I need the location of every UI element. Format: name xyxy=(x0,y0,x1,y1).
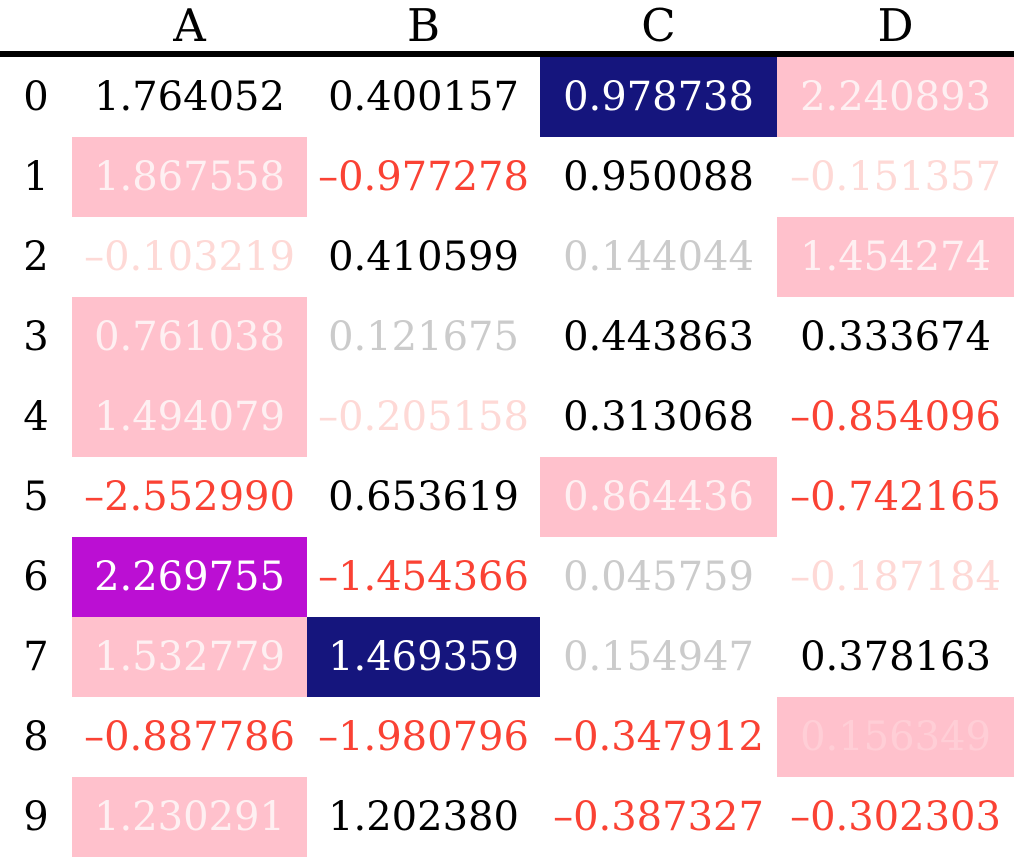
table-body: 0 1.764052 0.400157 0.978738 2.240893 1 1.8675… xyxy=(0,57,1014,857)
cell-b5: 0.653619 xyxy=(328,474,519,520)
cell-a8: –0.887786 xyxy=(84,714,295,760)
cell-b2: 0.410599 xyxy=(328,234,519,280)
table-row-5: 5 –2.552990 0.653619 0.864436 –0.742165 xyxy=(0,457,1014,537)
cell-d1: –0.151357 xyxy=(790,154,1001,200)
cell-c1: 0.950088 xyxy=(563,154,754,200)
cell-a6: 2.269755 xyxy=(72,537,307,617)
cell-a0: 1.764052 xyxy=(94,74,285,120)
cell-c2: 0.144044 xyxy=(563,234,754,280)
row-index-2: 2 xyxy=(23,234,49,280)
cell-d6: –0.187184 xyxy=(790,554,1001,600)
cell-b6: –1.454366 xyxy=(318,554,529,600)
cell-c4: 0.313068 xyxy=(563,394,754,440)
row-index-7: 7 xyxy=(23,634,49,680)
table-row-7: 7 1.532779 1.469359 0.154947 0.378163 xyxy=(0,617,1014,697)
cell-c0: 0.978738 xyxy=(540,57,777,137)
cell-b9: 1.202380 xyxy=(328,794,519,840)
cell-c8: –0.347912 xyxy=(553,714,764,760)
cell-a4: 1.494079 xyxy=(72,377,307,457)
cell-b1: –0.977278 xyxy=(318,154,529,200)
column-header-a: A xyxy=(173,0,206,52)
cell-a1: 1.867558 xyxy=(72,137,307,217)
header-row: A B C D xyxy=(0,0,1014,51)
row-index-4: 4 xyxy=(23,394,49,440)
cell-d5: –0.742165 xyxy=(790,474,1001,520)
cell-a9: 1.230291 xyxy=(72,777,307,857)
row-index-1: 1 xyxy=(23,154,49,200)
cell-b3: 0.121675 xyxy=(328,314,519,360)
row-index-8: 8 xyxy=(23,714,49,760)
column-header-d: D xyxy=(877,0,914,52)
cell-a7: 1.532779 xyxy=(72,617,307,697)
cell-c3: 0.443863 xyxy=(563,314,754,360)
cell-c7: 0.154947 xyxy=(563,634,754,680)
cell-d0: 2.240893 xyxy=(777,57,1014,137)
table-row-2: 2 –0.103219 0.410599 0.144044 1.454274 xyxy=(0,217,1014,297)
cell-d9: –0.302303 xyxy=(790,794,1001,840)
column-header-c: C xyxy=(641,0,676,52)
table-row-3: 3 0.761038 0.121675 0.443863 0.333674 xyxy=(0,297,1014,377)
cell-d8: 0.156349 xyxy=(777,697,1014,777)
cell-c5: 0.864436 xyxy=(540,457,777,537)
table-row-4: 4 1.494079 –0.205158 0.313068 –0.854096 xyxy=(0,377,1014,457)
column-header-b: B xyxy=(406,0,441,52)
cell-d2: 1.454274 xyxy=(777,217,1014,297)
cell-b0: 0.400157 xyxy=(328,74,519,120)
table-row-9: 9 1.230291 1.202380 –0.387327 –0.302303 xyxy=(0,777,1014,857)
cell-c9: –0.387327 xyxy=(553,794,764,840)
row-index-9: 9 xyxy=(23,794,49,840)
cell-d7: 0.378163 xyxy=(800,634,991,680)
cell-b4: –0.205158 xyxy=(318,394,529,440)
cell-a2: –0.103219 xyxy=(84,234,295,280)
row-index-6: 6 xyxy=(23,554,49,600)
row-index-0: 0 xyxy=(23,74,49,120)
table-row-6: 6 2.269755 –1.454366 0.045759 –0.187184 xyxy=(0,537,1014,617)
cell-d4: –0.854096 xyxy=(790,394,1001,440)
header-rule xyxy=(0,51,1014,57)
table-row-0: 0 1.764052 0.400157 0.978738 2.240893 xyxy=(0,57,1014,137)
table-row-8: 8 –0.887786 –1.980796 –0.347912 0.156349 xyxy=(0,697,1014,777)
row-index-5: 5 xyxy=(23,474,49,520)
cell-b8: –1.980796 xyxy=(318,714,529,760)
cell-b7: 1.469359 xyxy=(307,617,540,697)
table-row-1: 1 1.867558 –0.977278 0.950088 –0.151357 xyxy=(0,137,1014,217)
cell-a5: –2.552990 xyxy=(84,474,295,520)
cell-d3: 0.333674 xyxy=(800,314,991,360)
row-index-3: 3 xyxy=(23,314,49,360)
cell-a3: 0.761038 xyxy=(72,297,307,377)
cell-c6: 0.045759 xyxy=(563,554,754,600)
